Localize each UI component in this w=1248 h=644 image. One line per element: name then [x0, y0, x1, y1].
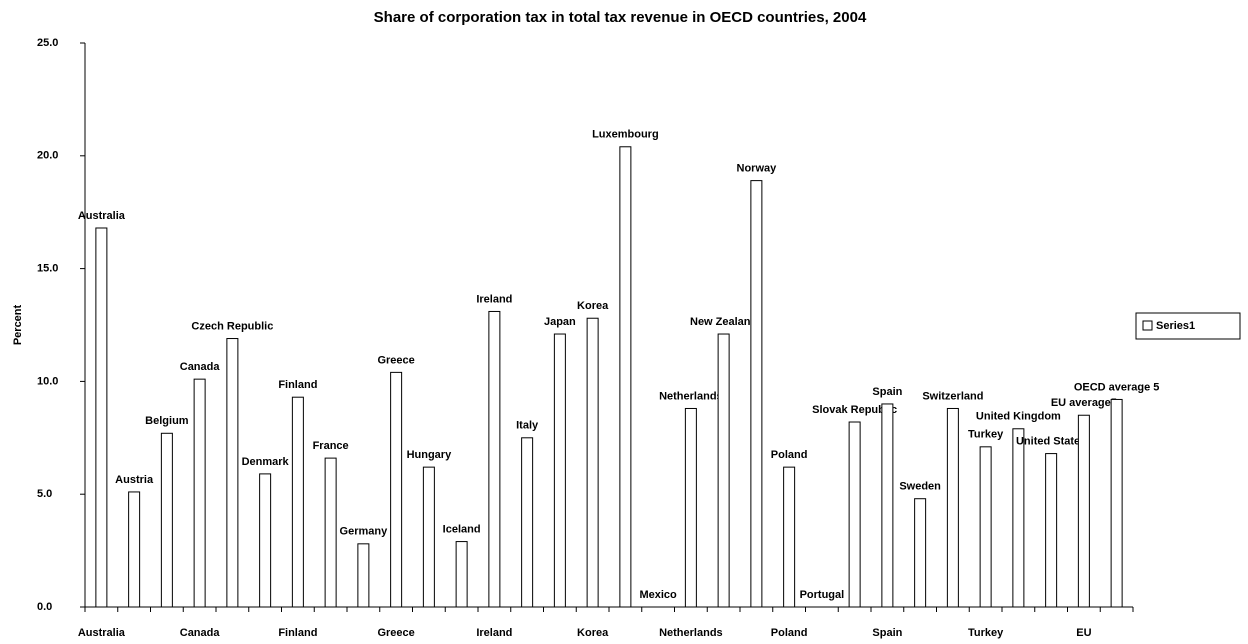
y-tick-label: 20.0 — [37, 150, 58, 162]
x-tick-label: Poland — [771, 627, 808, 639]
x-tick-label: Spain — [872, 627, 902, 639]
bar — [95, 227, 108, 608]
y-axis-title: Percent — [12, 304, 24, 345]
data-label: Ireland — [476, 293, 512, 305]
bar — [881, 403, 894, 608]
x-tick-label: Netherlands — [659, 627, 723, 639]
bar — [488, 310, 501, 608]
data-label: Iceland — [443, 523, 481, 535]
data-label: Japan — [544, 316, 576, 328]
data-label: Greece — [377, 354, 414, 366]
chart-title: Share of corporation tax in total tax re… — [374, 9, 867, 26]
legend-label: Series1 — [1156, 320, 1195, 332]
y-tick-label: 25.0 — [37, 37, 58, 49]
bar — [586, 317, 599, 608]
bar — [1110, 398, 1123, 608]
data-label: Mexico — [639, 589, 677, 601]
legend-box — [1135, 312, 1241, 340]
y-tick-label: 15.0 — [37, 263, 58, 275]
data-label: Slovak Republic — [812, 404, 897, 416]
bar — [619, 146, 632, 608]
bar — [783, 466, 796, 608]
bar — [1045, 453, 1058, 608]
bar — [160, 432, 173, 608]
data-label: France — [313, 440, 349, 452]
bar — [750, 180, 763, 608]
data-label: EU average5 — [1051, 397, 1117, 409]
legend-swatch — [1142, 320, 1153, 331]
bar — [979, 446, 992, 608]
y-tick-label: 10.0 — [37, 375, 58, 387]
x-tick-label: Australia — [78, 627, 126, 639]
data-label: Czech Republic — [191, 320, 273, 332]
data-label: Hungary — [407, 449, 453, 461]
data-label: Belgium — [145, 415, 189, 427]
data-label: Sweden — [899, 481, 941, 493]
x-tick-label: Turkey — [968, 627, 1004, 639]
data-label: United Kingdom — [976, 411, 1061, 423]
bar — [1012, 428, 1025, 608]
bar — [455, 541, 468, 608]
data-label: Luxembourg — [592, 129, 659, 141]
x-tick-label: Greece — [377, 627, 414, 639]
data-label: Norway — [737, 163, 778, 175]
data-label: Spain — [872, 386, 902, 398]
x-tick-label: Ireland — [476, 627, 512, 639]
bar — [422, 466, 435, 608]
bar — [291, 396, 304, 608]
data-label: Austria — [115, 474, 154, 486]
bar — [914, 498, 927, 608]
bar — [1077, 414, 1090, 608]
bar — [521, 437, 534, 608]
bar — [226, 338, 239, 608]
data-label: Netherlands — [659, 390, 723, 402]
x-tick-label: EU — [1076, 627, 1091, 639]
bar — [357, 543, 370, 608]
data-label: Denmark — [242, 456, 290, 468]
x-tick-label: Canada — [180, 627, 221, 639]
data-label: New Zealand — [690, 316, 757, 328]
bar — [684, 407, 697, 608]
data-label: United States — [1016, 435, 1086, 447]
bar — [128, 491, 141, 608]
bar — [717, 333, 730, 608]
bar — [946, 407, 959, 608]
bar — [553, 333, 566, 608]
bar — [324, 457, 337, 608]
data-label: Finland — [278, 379, 317, 391]
bar — [259, 473, 272, 608]
data-label: Canada — [180, 361, 221, 373]
bar — [390, 371, 403, 608]
y-tick-label: 5.0 — [37, 488, 52, 500]
data-label: OECD average 5 — [1074, 381, 1160, 393]
data-label: Turkey — [968, 429, 1004, 441]
data-label: Germany — [340, 526, 389, 538]
data-label: Italy — [516, 420, 539, 432]
data-label: Switzerland — [922, 390, 983, 402]
bar — [193, 378, 206, 608]
bar — [848, 421, 861, 608]
data-label: Poland — [771, 449, 808, 461]
x-tick-label: Korea — [577, 627, 609, 639]
y-tick-label: 0.0 — [37, 601, 52, 613]
data-label: Portugal — [800, 589, 845, 601]
x-tick-label: Finland — [278, 627, 317, 639]
data-label: Australia — [78, 210, 126, 222]
data-label: Korea — [577, 300, 609, 312]
